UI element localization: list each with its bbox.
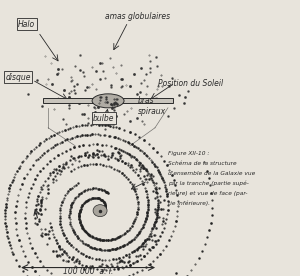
- Text: bulbe: bulbe: [93, 114, 115, 123]
- Text: bras
spiraux: bras spiraux: [138, 96, 166, 116]
- Ellipse shape: [93, 205, 107, 217]
- Text: par la tranche (partie supé-: par la tranche (partie supé-: [168, 181, 249, 186]
- Text: d'ensemble de la Galaxie vue: d'ensemble de la Galaxie vue: [168, 171, 255, 176]
- Text: Halo: Halo: [18, 20, 35, 29]
- Text: Schéma de la structure: Schéma de la structure: [168, 161, 237, 166]
- Bar: [43, 98, 173, 103]
- Text: tie inférieure).: tie inférieure).: [168, 201, 210, 206]
- Text: Figure XII-10 :: Figure XII-10 :: [168, 151, 209, 156]
- Text: 100 000  a. l.: 100 000 a. l.: [63, 267, 113, 275]
- Text: amas globulaires: amas globulaires: [105, 12, 170, 21]
- Text: Position du Soleil: Position du Soleil: [158, 79, 223, 88]
- Text: disque: disque: [5, 73, 31, 82]
- Ellipse shape: [92, 94, 124, 108]
- Text: rieure) et vue de face (par-: rieure) et vue de face (par-: [168, 191, 248, 196]
